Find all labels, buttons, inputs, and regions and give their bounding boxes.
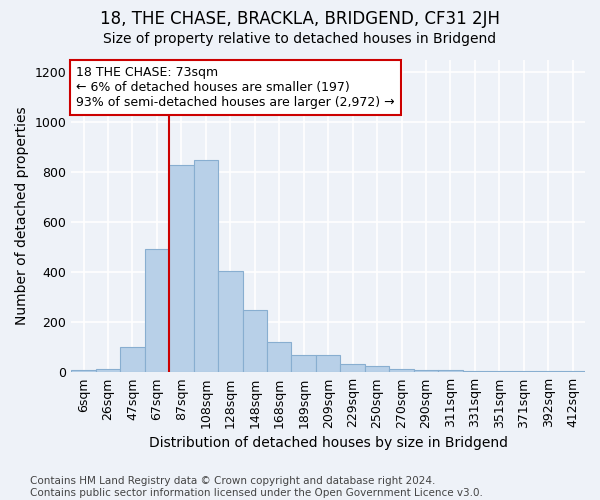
Bar: [512, 371, 536, 372]
X-axis label: Distribution of detached houses by size in Bridgend: Distribution of detached houses by size …: [149, 436, 508, 450]
Bar: [242, 310, 267, 372]
Bar: [292, 355, 316, 372]
Bar: [487, 371, 512, 372]
Bar: [120, 348, 145, 372]
Bar: [218, 271, 242, 372]
Bar: [414, 370, 438, 372]
Bar: [560, 371, 585, 372]
Bar: [96, 368, 120, 372]
Bar: [169, 165, 194, 372]
Bar: [267, 342, 292, 372]
Bar: [145, 248, 169, 372]
Bar: [316, 356, 340, 372]
Text: 18 THE CHASE: 73sqm
← 6% of detached houses are smaller (197)
93% of semi-detach: 18 THE CHASE: 73sqm ← 6% of detached hou…: [76, 66, 395, 109]
Bar: [389, 368, 414, 372]
Bar: [194, 160, 218, 372]
Bar: [438, 370, 463, 372]
Text: 18, THE CHASE, BRACKLA, BRIDGEND, CF31 2JH: 18, THE CHASE, BRACKLA, BRIDGEND, CF31 2…: [100, 10, 500, 28]
Text: Size of property relative to detached houses in Bridgend: Size of property relative to detached ho…: [103, 32, 497, 46]
Y-axis label: Number of detached properties: Number of detached properties: [15, 107, 29, 326]
Text: Contains HM Land Registry data © Crown copyright and database right 2024.
Contai: Contains HM Land Registry data © Crown c…: [30, 476, 483, 498]
Bar: [536, 371, 560, 372]
Bar: [463, 371, 487, 372]
Bar: [365, 366, 389, 372]
Bar: [340, 364, 365, 372]
Bar: [71, 370, 96, 372]
